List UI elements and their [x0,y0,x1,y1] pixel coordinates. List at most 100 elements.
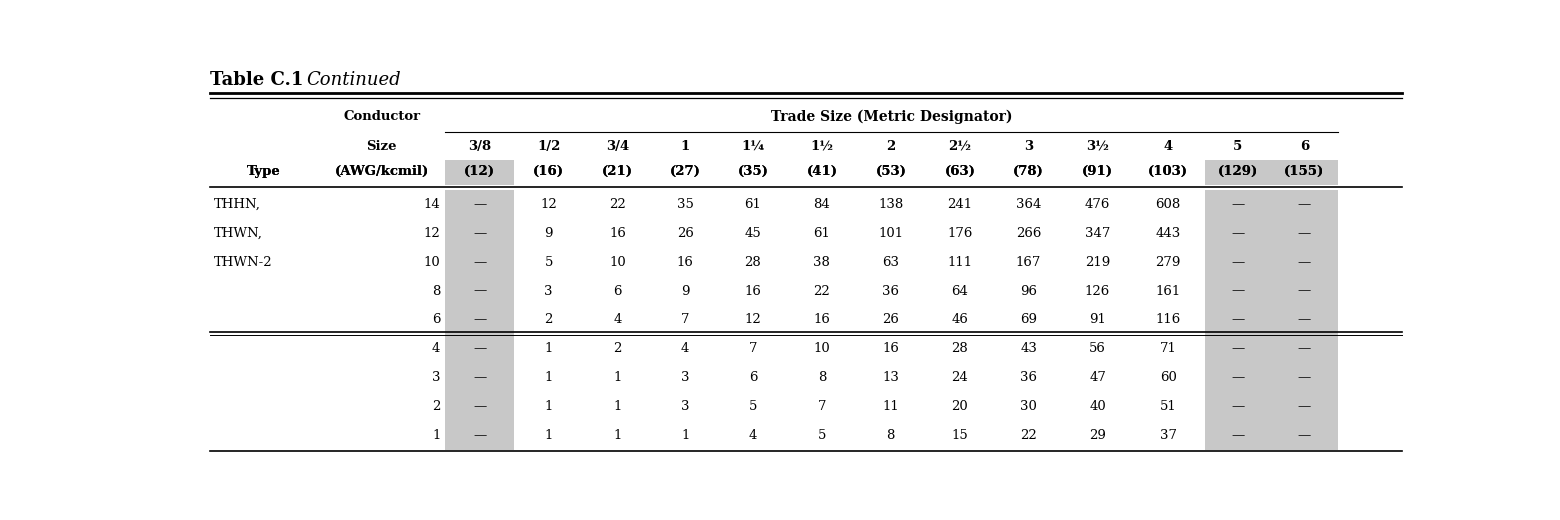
Text: 266: 266 [1016,227,1041,240]
Text: Continued: Continued [306,71,401,89]
Text: —: — [473,428,487,441]
Text: 12: 12 [540,198,557,211]
Text: 3: 3 [682,400,690,413]
Text: 7: 7 [749,342,757,355]
Text: THWN-2: THWN-2 [214,256,273,269]
Text: (16): (16) [534,165,565,178]
Text: (103): (103) [1148,165,1189,178]
Text: 1: 1 [432,428,440,441]
Text: —: — [1231,227,1245,240]
Text: —: — [1298,227,1310,240]
Text: 443: 443 [1156,227,1181,240]
Text: 1: 1 [613,400,622,413]
Text: 1½: 1½ [810,140,833,153]
Text: (78): (78) [1014,165,1044,178]
Text: 12: 12 [424,227,440,240]
Text: 69: 69 [1020,314,1037,327]
Text: 16: 16 [744,284,761,297]
Text: 6: 6 [613,284,622,297]
Text: Trade Size (Metric Designator): Trade Size (Metric Designator) [771,109,1012,124]
Text: 1¼: 1¼ [741,140,764,153]
Text: 30: 30 [1020,400,1037,413]
Text: (27): (27) [669,165,700,178]
Text: 6: 6 [1299,140,1309,153]
Text: 64: 64 [952,284,969,297]
Text: —: — [1231,400,1245,413]
Bar [1204,161,1271,185]
Text: 10: 10 [424,256,440,269]
Text: 10: 10 [813,342,830,355]
Text: (AWG/kcmil): (AWG/kcmil) [335,165,429,178]
Text: (155): (155) [1284,165,1324,178]
Text: 241: 241 [947,198,972,211]
Text: 14: 14 [424,198,440,211]
Text: (41): (41) [807,165,838,178]
Text: (78): (78) [1014,165,1044,178]
Text: 56: 56 [1089,342,1106,355]
Text: 364: 364 [1016,198,1041,211]
Text: 3: 3 [682,371,690,384]
Text: 126: 126 [1084,284,1111,297]
Text: (129): (129) [1218,165,1257,178]
Text: (35): (35) [738,165,769,178]
Text: 12: 12 [744,314,761,327]
Bar [1271,161,1337,185]
Bar [1204,190,1271,450]
Text: 16: 16 [883,342,899,355]
Text: 71: 71 [1159,342,1176,355]
Text: (35): (35) [738,165,769,178]
Text: 1: 1 [544,428,552,441]
Text: 161: 161 [1156,284,1181,297]
Text: —: — [473,198,487,211]
Text: (16): (16) [534,165,565,178]
Text: 5: 5 [749,400,757,413]
Text: 3/4: 3/4 [605,140,629,153]
Text: —: — [1298,400,1310,413]
Text: 22: 22 [813,284,830,297]
Text: 4: 4 [682,342,690,355]
Text: 476: 476 [1084,198,1111,211]
Text: 29: 29 [1089,428,1106,441]
Text: Table C.1: Table C.1 [209,71,303,89]
Text: 2: 2 [544,314,552,327]
Text: —: — [1231,428,1245,441]
Text: 5: 5 [1232,140,1242,153]
Text: 91: 91 [1089,314,1106,327]
Text: 1: 1 [680,140,690,153]
Text: 51: 51 [1161,400,1176,413]
Text: 1: 1 [544,371,552,384]
Text: 1: 1 [544,342,552,355]
Text: 2: 2 [886,140,895,153]
Text: 101: 101 [878,227,903,240]
Text: (91): (91) [1083,165,1112,178]
Text: 16: 16 [677,256,694,269]
Text: 37: 37 [1159,428,1176,441]
Text: 3: 3 [544,284,552,297]
Text: 8: 8 [817,371,827,384]
Text: 96: 96 [1020,284,1037,297]
Text: 116: 116 [1156,314,1181,327]
Text: 84: 84 [813,198,830,211]
Text: —: — [1231,314,1245,327]
Text: —: — [1231,198,1245,211]
Text: (155): (155) [1284,165,1324,178]
Text: —: — [1231,371,1245,384]
Text: 279: 279 [1156,256,1181,269]
Text: 11: 11 [883,400,899,413]
Text: —: — [1231,284,1245,297]
Text: (12): (12) [465,165,495,178]
Text: 9: 9 [544,227,552,240]
Text: 26: 26 [883,314,899,327]
Text: 16: 16 [813,314,830,327]
Text: 61: 61 [744,198,761,211]
Text: 40: 40 [1089,400,1106,413]
Text: 35: 35 [677,198,694,211]
Text: Size: Size [367,140,398,153]
Text: 3: 3 [1023,140,1033,153]
Text: 22: 22 [1020,428,1037,441]
Text: —: — [473,227,487,240]
Text: —: — [473,284,487,297]
Text: 4: 4 [432,342,440,355]
Text: —: — [473,400,487,413]
Text: 47: 47 [1089,371,1106,384]
